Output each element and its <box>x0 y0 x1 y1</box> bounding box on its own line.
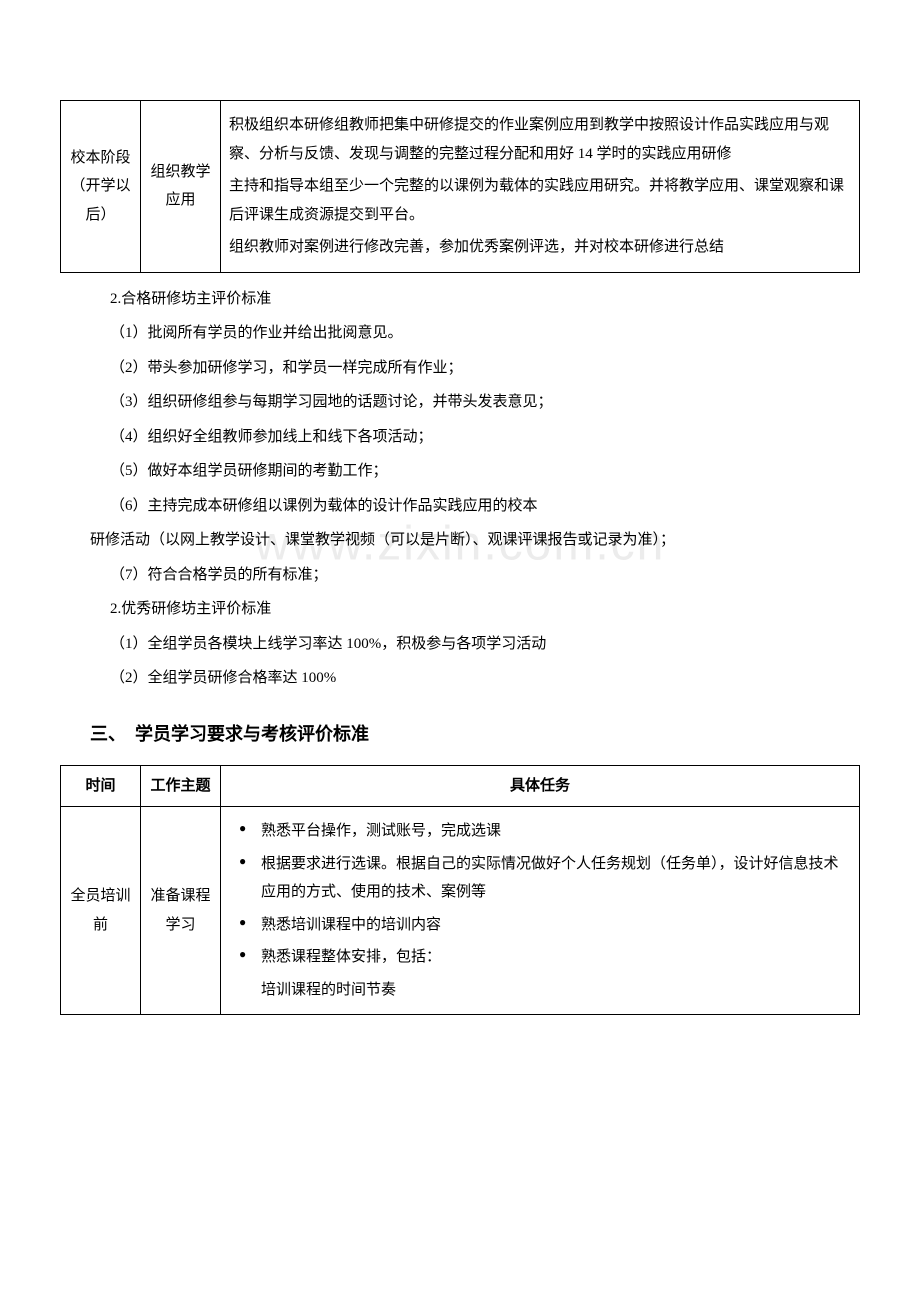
list-item: 根据要求进行选课。根据自己的实际情况做好个人任务规划（任务单），设计好信息技术应… <box>239 850 851 907</box>
paragraph: （2）带头参加研修学习，和学员一样完成所有作业； <box>110 354 860 383</box>
table-row: 全员培训前 准备课程学习 熟悉平台操作，测试账号，完成选课 根据要求进行选课。根… <box>61 807 860 1015</box>
paragraph: （7）符合合格学员的所有标准； <box>110 561 860 590</box>
section-heading: 三、 学员学习要求与考核评价标准 <box>90 717 860 751</box>
col-header-theme: 工作主题 <box>141 765 221 807</box>
paragraph: （3）组织研修组参与每期学习园地的话题讨论，并带头发表意见； <box>110 388 860 417</box>
task-bullet-list: 熟悉平台操作，测试账号，完成选课 根据要求进行选课。根据自己的实际情况做好个人任… <box>229 817 851 972</box>
list-item: 熟悉培训课程中的培训内容 <box>239 911 851 940</box>
cell-tasks: 熟悉平台操作，测试账号，完成选课 根据要求进行选课。根据自己的实际情况做好个人任… <box>221 807 860 1015</box>
paragraph: （1）全组学员各模块上线学习率达 100%，积极参与各项学习活动 <box>110 630 860 659</box>
cell-tasks: 积极组织本研修组教师把集中研修提交的作业案例应用到教学中按照设计作品实践应用与观… <box>221 101 860 273</box>
task-text: 积极组织本研修组教师把集中研修提交的作业案例应用到教学中按照设计作品实践应用与观… <box>229 111 851 168</box>
col-header-task: 具体任务 <box>221 765 860 807</box>
cell-time: 校本阶段（开学以后） <box>61 101 141 273</box>
paragraph: 2.合格研修坊主评价标准 <box>110 285 860 314</box>
table-row: 校本阶段（开学以后） 组织教学应用 积极组织本研修组教师把集中研修提交的作业案例… <box>61 101 860 273</box>
paragraph: （1）批阅所有学员的作业并给出批阅意见。 <box>110 319 860 348</box>
cell-theme: 组织教学应用 <box>141 101 221 273</box>
col-header-time: 时间 <box>61 765 141 807</box>
list-item: 熟悉平台操作，测试账号，完成选课 <box>239 817 851 846</box>
cell-theme: 准备课程学习 <box>141 807 221 1015</box>
table-header-row: 时间 工作主题 具体任务 <box>61 765 860 807</box>
paragraph: （2）全组学员研修合格率达 100% <box>110 664 860 693</box>
list-item: 熟悉课程整体安排，包括： <box>239 943 851 972</box>
cell-time: 全员培训前 <box>61 807 141 1015</box>
paragraph: （5）做好本组学员研修期间的考勤工作； <box>110 457 860 486</box>
paragraph: 研修活动（以网上教学设计、课堂教学视频（可以是片断）、观课评课报告或记录为准）； <box>90 526 860 555</box>
top-task-table: 校本阶段（开学以后） 组织教学应用 积极组织本研修组教师把集中研修提交的作业案例… <box>60 100 860 273</box>
task-text: 主持和指导本组至少一个完整的以课例为载体的实践应用研究。并将教学应用、课堂观察和… <box>229 172 851 229</box>
sub-line-text: 培训课程的时间节奏 <box>229 976 851 1005</box>
paragraph: （6）主持完成本研修组以课例为载体的设计作品实践应用的校本 <box>110 492 860 521</box>
paragraph: 2.优秀研修坊主评价标准 <box>110 595 860 624</box>
task-text: 组织教师对案例进行修改完善，参加优秀案例评选，并对校本研修进行总结 <box>229 233 851 262</box>
paragraph: （4）组织好全组教师参加线上和线下各项活动； <box>110 423 860 452</box>
student-task-table: 时间 工作主题 具体任务 全员培训前 准备课程学习 熟悉平台操作，测试账号，完成… <box>60 765 860 1016</box>
